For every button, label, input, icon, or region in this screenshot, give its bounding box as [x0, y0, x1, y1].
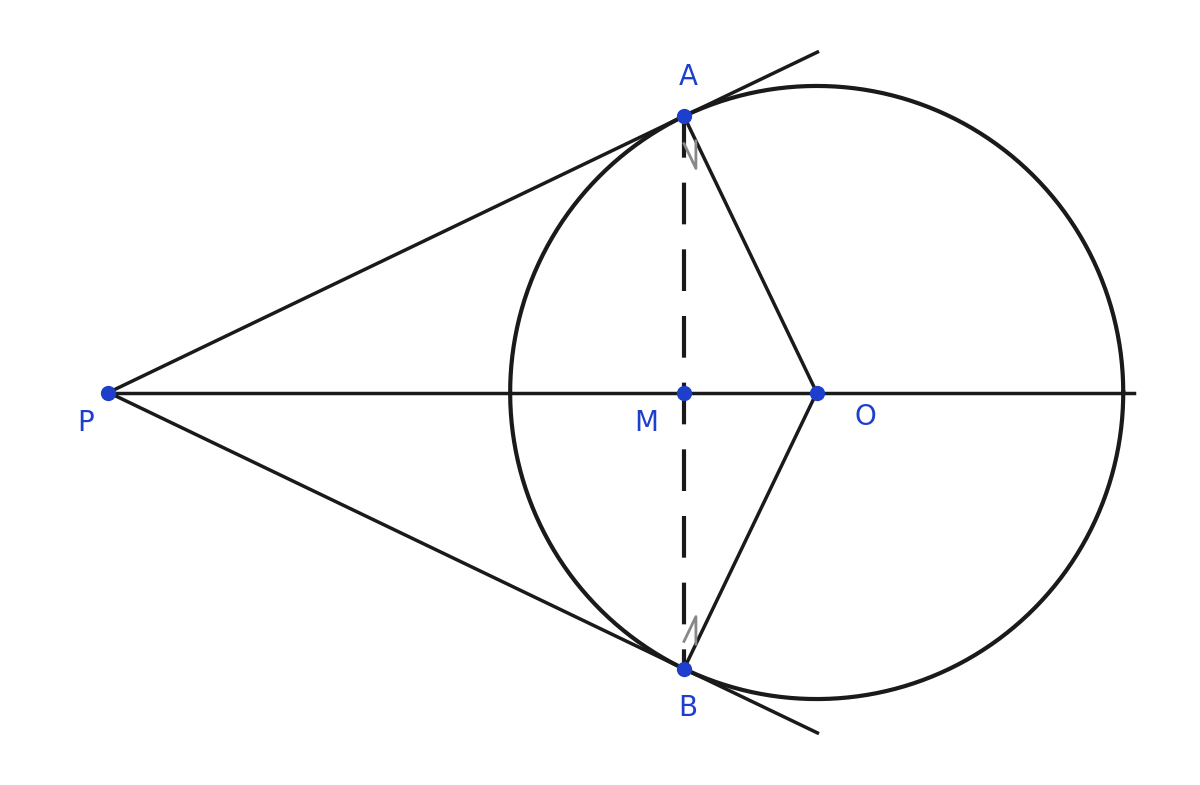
- Text: O: O: [854, 403, 876, 431]
- Point: [808, 386, 827, 399]
- Text: B: B: [679, 694, 698, 722]
- Point: [674, 386, 694, 399]
- Point: [674, 663, 694, 675]
- Point: [674, 110, 694, 122]
- Text: M: M: [635, 410, 659, 437]
- Text: P: P: [77, 410, 94, 437]
- Point: [98, 386, 118, 399]
- Text: A: A: [679, 63, 697, 91]
